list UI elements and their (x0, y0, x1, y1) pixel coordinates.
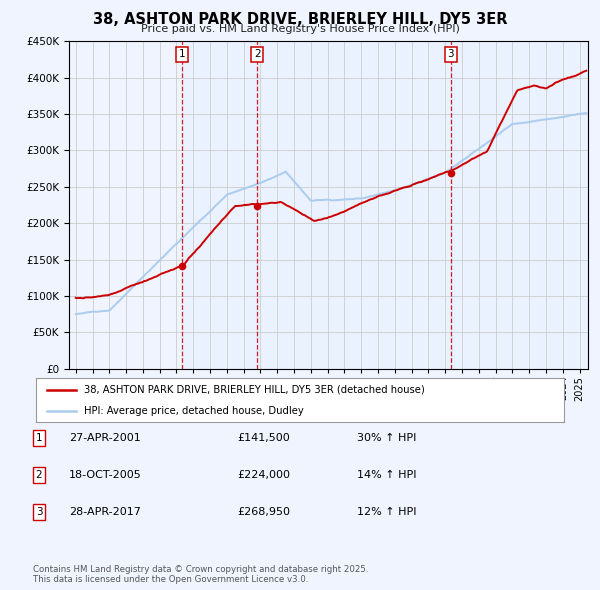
Bar (257, 41, 451, 369)
Text: Contains HM Land Registry data © Crown copyright and database right 2025.
This d: Contains HM Land Registry data © Crown c… (33, 565, 368, 584)
Text: 18-OCT-2005: 18-OCT-2005 (69, 470, 142, 480)
Text: 3: 3 (35, 507, 43, 517)
Text: 14% ↑ HPI: 14% ↑ HPI (357, 470, 416, 480)
Text: £224,000: £224,000 (237, 470, 290, 480)
Text: 2: 2 (254, 50, 260, 60)
Text: Price paid vs. HM Land Registry's House Price Index (HPI): Price paid vs. HM Land Registry's House … (140, 24, 460, 34)
Text: £268,950: £268,950 (237, 507, 290, 517)
Text: 1: 1 (35, 433, 43, 442)
Bar (182, 41, 257, 369)
Text: 2: 2 (35, 470, 43, 480)
Text: 1: 1 (179, 50, 185, 60)
Text: HPI: Average price, detached house, Dudley: HPI: Average price, detached house, Dudl… (83, 406, 303, 416)
Text: 38, ASHTON PARK DRIVE, BRIERLEY HILL, DY5 3ER (detached house): 38, ASHTON PARK DRIVE, BRIERLEY HILL, DY… (83, 385, 424, 395)
Text: 28-APR-2017: 28-APR-2017 (69, 507, 141, 517)
Text: 12% ↑ HPI: 12% ↑ HPI (357, 507, 416, 517)
Text: 3: 3 (447, 50, 454, 60)
Bar (451, 41, 588, 369)
Text: 27-APR-2001: 27-APR-2001 (69, 433, 141, 442)
Text: 38, ASHTON PARK DRIVE, BRIERLEY HILL, DY5 3ER: 38, ASHTON PARK DRIVE, BRIERLEY HILL, DY… (93, 12, 507, 27)
Text: £141,500: £141,500 (237, 433, 290, 442)
Text: 30% ↑ HPI: 30% ↑ HPI (357, 433, 416, 442)
